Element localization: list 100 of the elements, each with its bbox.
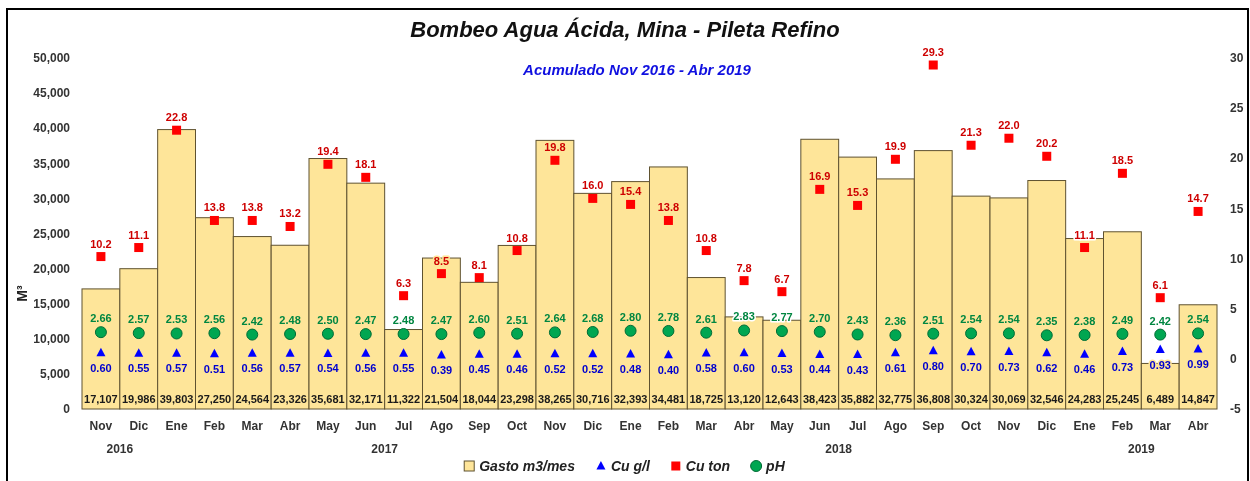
point [624, 324, 637, 337]
point [1080, 349, 1090, 358]
point [890, 347, 900, 357]
point [323, 348, 333, 357]
data-label: 38,265 [538, 393, 572, 405]
x-tick-label: Ene [1073, 419, 1096, 433]
point [928, 345, 938, 355]
data-label: 0.51 [203, 362, 226, 375]
data-label: 0.57 [279, 362, 301, 375]
point [1116, 327, 1129, 340]
point [323, 159, 333, 169]
point [134, 243, 144, 253]
point [285, 221, 295, 231]
x-tick-label: Jul [848, 419, 867, 433]
data-label: 0.45 [468, 363, 490, 376]
data-label: 35,681 [311, 393, 345, 405]
point [361, 348, 371, 357]
data-label: 0.52 [544, 362, 566, 375]
x-tick-label: Sep [922, 419, 945, 433]
data-label: 2.53 [165, 313, 188, 326]
data-label: 2.49 [1111, 313, 1134, 326]
point [889, 329, 902, 342]
point [1117, 168, 1127, 178]
data-label: 32,171 [348, 393, 383, 405]
data-label: 2.36 [884, 315, 907, 328]
data-label: 17,107 [84, 393, 118, 405]
y2-tick-label: 5 [1230, 301, 1237, 316]
data-label: 2.51 [506, 313, 528, 326]
point [96, 347, 106, 357]
data-label: 29.3 [922, 46, 944, 59]
data-label: 22.8 [165, 111, 188, 124]
point [815, 349, 825, 358]
data-label: 2.51 [922, 313, 944, 326]
data-label: 19,986 [121, 393, 156, 405]
data-label: 32,393 [613, 393, 648, 405]
data-label: 21,504 [424, 393, 460, 405]
y2-tick-label: 15 [1230, 201, 1244, 216]
y2-tick-label: 25 [1230, 101, 1244, 116]
y-tick-label: 5,000 [39, 367, 71, 382]
x-tick-label: Oct [961, 419, 982, 433]
data-label: 0.54 [317, 362, 340, 375]
point [966, 140, 976, 150]
point [512, 246, 522, 256]
data-label: 0.73 [1111, 360, 1134, 373]
data-label: 0.60 [90, 361, 112, 374]
point [399, 291, 409, 301]
data-label: 6.1 [1152, 278, 1168, 291]
text: 2019 [1127, 442, 1155, 456]
x-tick-label: Dic [583, 419, 603, 433]
x-tick-label: May [770, 419, 794, 433]
data-label: 0.43 [846, 363, 869, 376]
point [586, 325, 599, 338]
point [548, 326, 561, 339]
y-tick-label: 35,000 [33, 156, 71, 171]
point [890, 154, 900, 164]
point [1002, 327, 1015, 340]
point [436, 269, 446, 279]
data-label: 8.1 [471, 258, 487, 271]
y-tick-label: 45,000 [33, 86, 71, 101]
data-label: 2.48 [392, 313, 415, 326]
data-label: 14.7 [1187, 192, 1209, 205]
data-label: 2.56 [203, 313, 226, 326]
data-label: 2.38 [1073, 314, 1096, 327]
data-label: 19.4 [317, 145, 340, 158]
y-tick-label: 0 [63, 402, 71, 417]
data-label: 2.47 [355, 314, 377, 327]
data-label: 19.8 [544, 141, 566, 154]
data-label: 27,250 [197, 393, 232, 405]
data-label: 8.5 [433, 254, 450, 267]
point [435, 328, 448, 341]
data-label: 24,283 [1067, 393, 1102, 405]
x-tick-label: Mar [695, 419, 718, 433]
point [588, 193, 598, 203]
point [96, 252, 106, 262]
x-tick-label: Mar [241, 419, 264, 433]
x-tick-label: Nov [89, 419, 113, 433]
point [208, 327, 221, 340]
x-tick-label: Mar [1149, 419, 1172, 433]
data-label: 2.80 [619, 310, 642, 323]
data-label: 2.43 [846, 314, 869, 327]
data-label: 0.48 [619, 363, 642, 376]
point [663, 215, 673, 225]
point [511, 327, 524, 340]
data-label: 7.8 [736, 261, 752, 274]
data-label: 2.66 [90, 312, 112, 325]
chart-subtitle: Acumulado Nov 2016 - Abr 2019 [522, 61, 752, 78]
data-label: 15.3 [846, 186, 869, 199]
y-axis-title: M³ [14, 285, 30, 302]
point [361, 172, 371, 182]
point [134, 348, 144, 357]
y-tick-label: 15,000 [33, 296, 71, 311]
data-label: 0.73 [998, 360, 1020, 373]
x-tick-label: Nov [997, 419, 1021, 433]
point [170, 327, 183, 340]
data-label: 13.8 [657, 201, 680, 214]
data-label: 2.50 [317, 313, 339, 326]
data-label: 16.9 [809, 170, 831, 183]
point [1192, 327, 1205, 340]
data-label: 15.4 [619, 185, 643, 198]
data-label: 38,423 [802, 393, 837, 405]
